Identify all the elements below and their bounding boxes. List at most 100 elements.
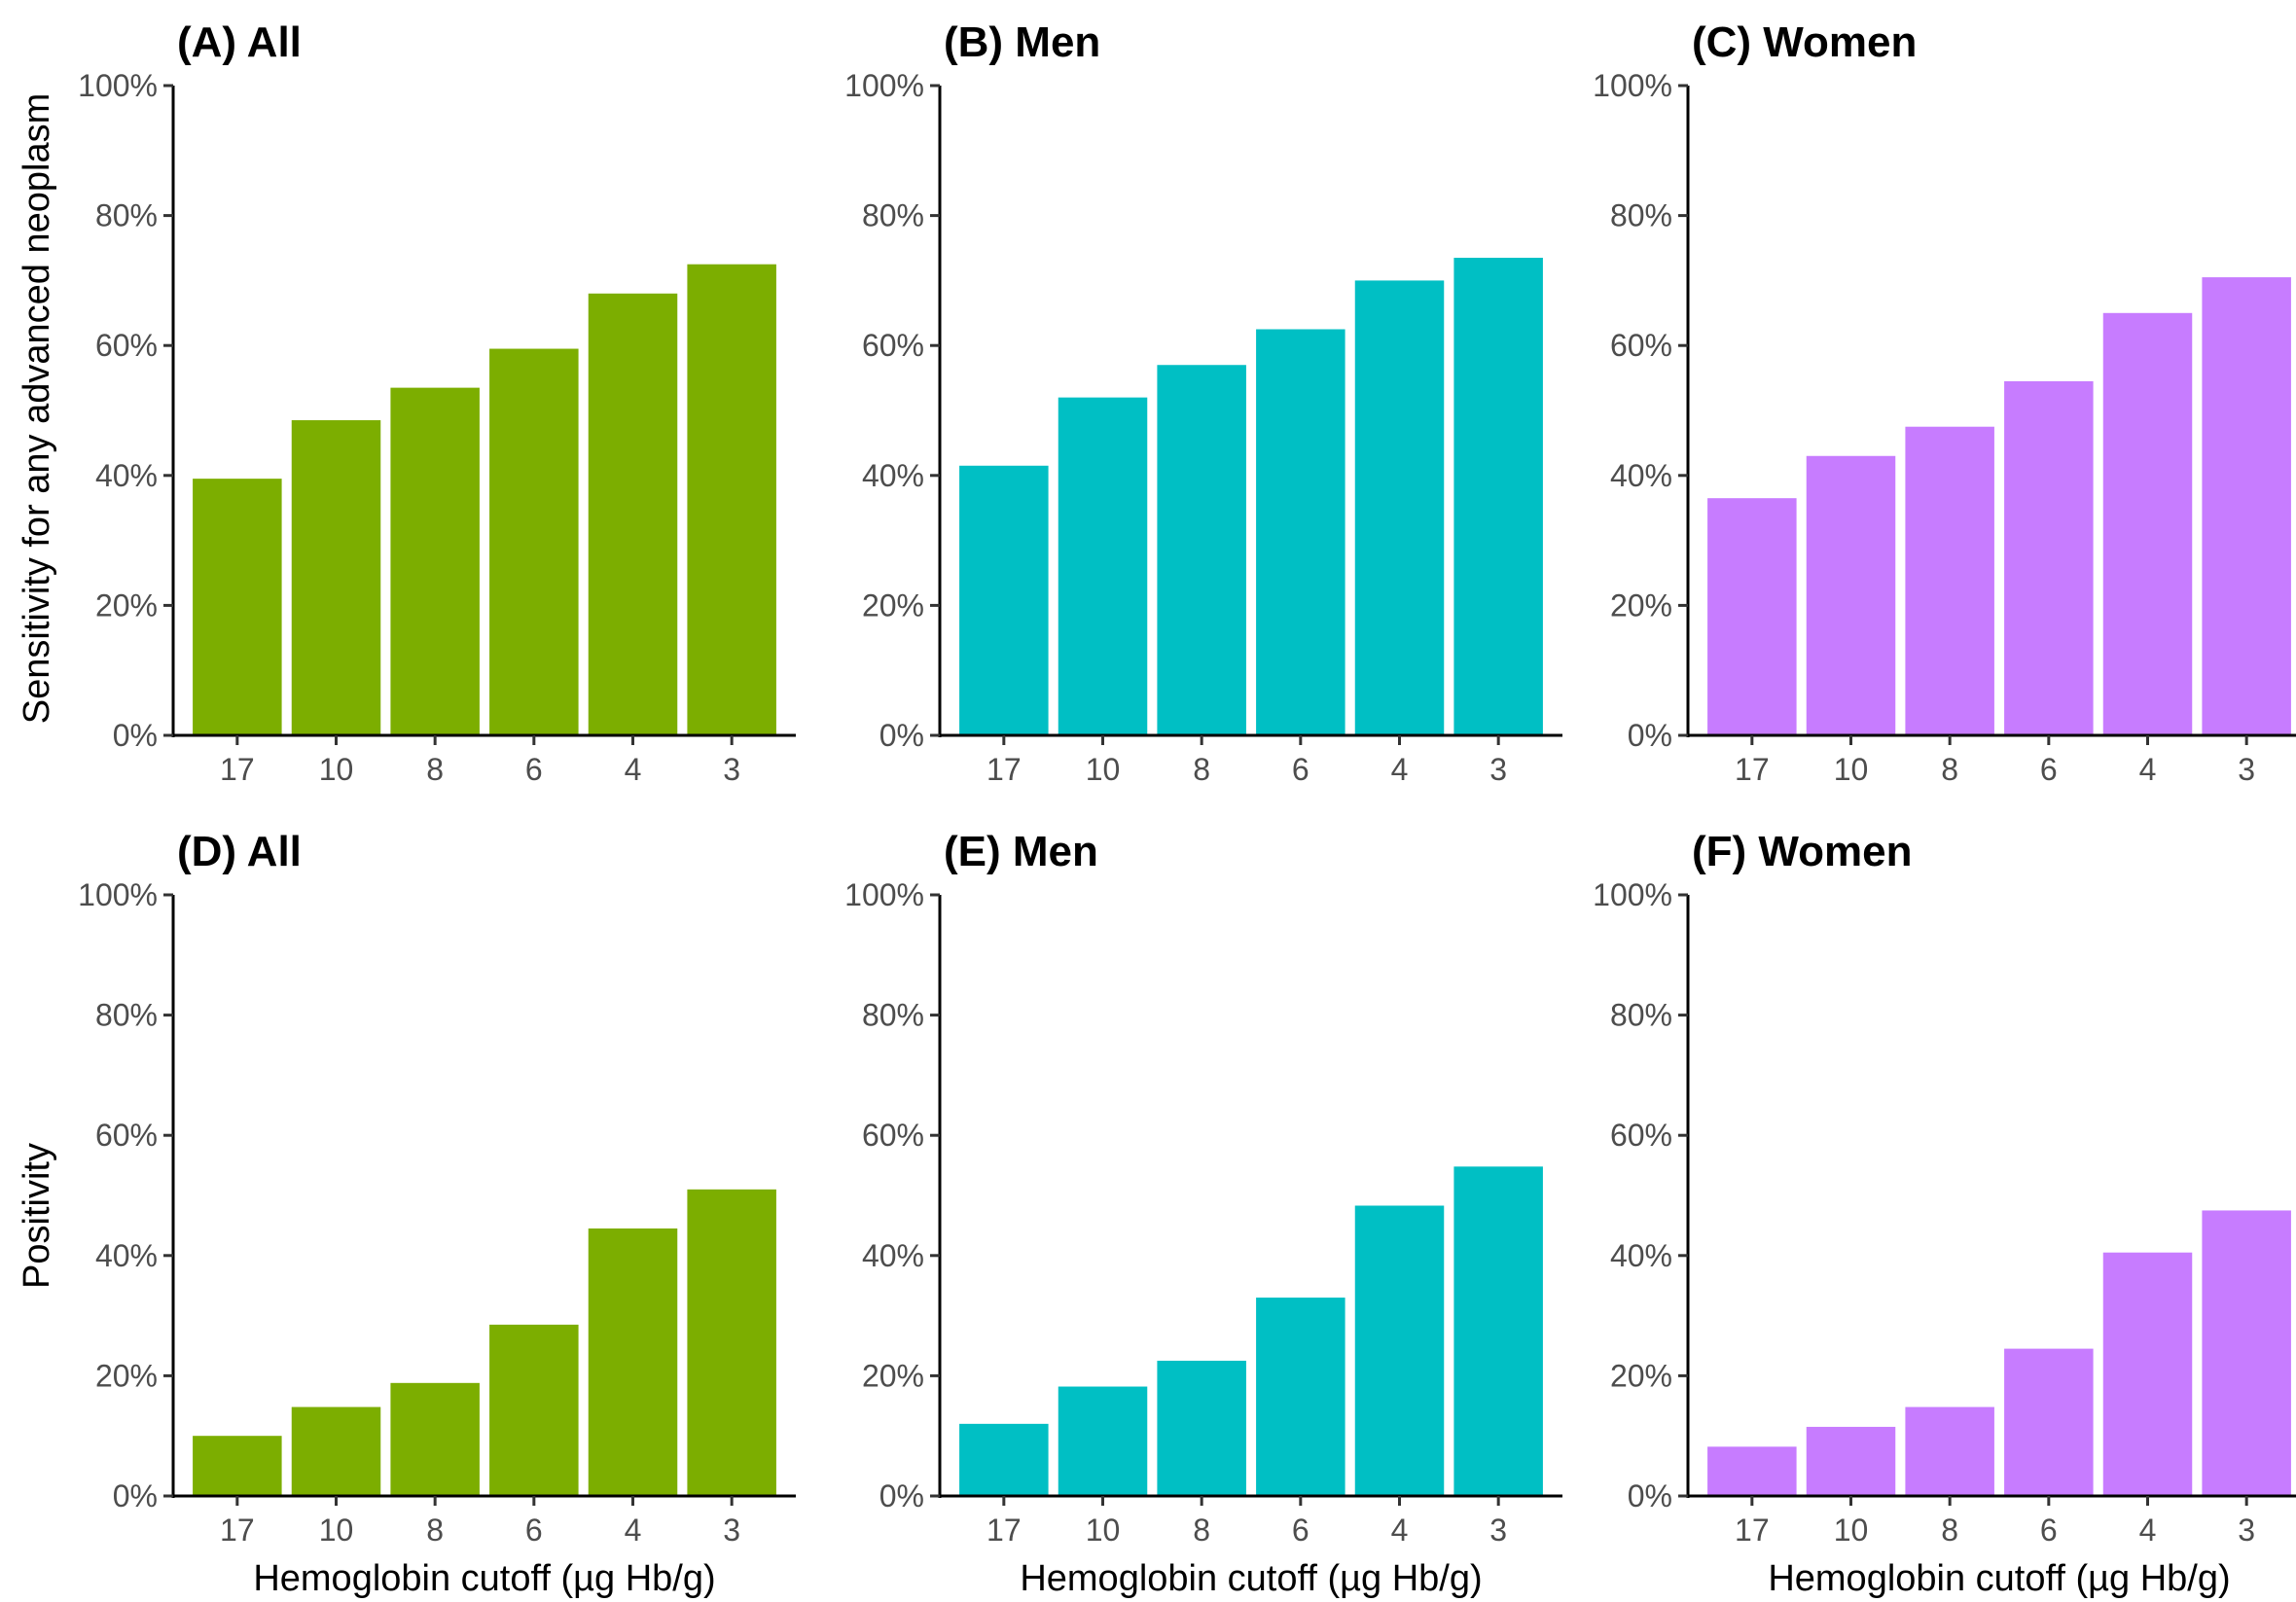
bar-3 (687, 1189, 776, 1496)
bar-3 (2202, 1210, 2291, 1496)
bar-6 (489, 1324, 579, 1496)
panel-title: (F) Women (1692, 828, 1913, 875)
y-tick-label: 40% (1610, 458, 1672, 493)
y-tick-label: 20% (95, 1358, 158, 1393)
row-ylabel-sensitivity: Sensitivity for any advanced neoplasm (17, 93, 57, 724)
bar-6 (1256, 1298, 1345, 1496)
y-tick-label: 100% (1593, 877, 1672, 912)
y-tick-label: 0% (879, 718, 924, 753)
row-ylabel-positivity: Positivity (17, 1143, 57, 1289)
y-tick-label: 80% (1610, 998, 1672, 1033)
bar-8 (1157, 1360, 1246, 1496)
panel-title: (D) All (177, 828, 302, 875)
bar-6 (2004, 380, 2094, 735)
x-tick-label: 6 (525, 752, 543, 787)
y-tick-label: 60% (1610, 1118, 1672, 1153)
bar-10 (291, 1406, 381, 1496)
bar-10 (1806, 1426, 1896, 1496)
y-tick-label: 60% (862, 328, 924, 363)
y-tick-label: 40% (95, 458, 158, 493)
x-tick-label: 6 (525, 1513, 543, 1548)
x-tick-label: 17 (987, 1513, 1022, 1548)
x-tick-label: 17 (220, 752, 255, 787)
x-tick-label: 10 (1834, 752, 1869, 787)
x-tick-label: 17 (1735, 1513, 1770, 1548)
y-tick-label: 80% (862, 198, 924, 233)
bar-10 (291, 420, 381, 735)
x-tick-label: 10 (1834, 1513, 1869, 1548)
x-tick-label: 17 (220, 1513, 255, 1548)
y-tick-label: 20% (95, 587, 158, 623)
x-tick-label: 8 (426, 1513, 444, 1548)
bar-6 (1256, 329, 1345, 735)
x-tick-label: 4 (625, 1513, 642, 1548)
y-tick-label: 20% (1610, 1358, 1672, 1393)
y-tick-label: 40% (95, 1238, 158, 1273)
y-tick-label: 60% (95, 1118, 158, 1153)
x-tick-label: 4 (1391, 1513, 1409, 1548)
panel-f: (F) Women 0% 20% 40% 60% 80% 100% 17 10 8 6 4 3Hemog… (1593, 828, 2296, 1599)
y-tick-label: 0% (879, 1478, 924, 1513)
bar-6 (2004, 1348, 2094, 1496)
panel-d: (D) All 0% 20% 40% 60% 80% 100% 17 10 8 6 4 3Hemoglo… (78, 828, 796, 1599)
y-tick-label: 40% (862, 458, 924, 493)
y-tick-label: 20% (1610, 587, 1672, 623)
panel-title: (E) Men (944, 828, 1098, 875)
bar-4 (1354, 280, 1445, 735)
x-tick-label: 8 (1193, 752, 1210, 787)
bar-10 (1058, 397, 1148, 735)
x-tick-label: 3 (2238, 752, 2255, 787)
y-tick-label: 80% (1610, 198, 1672, 233)
bar-17 (193, 1436, 282, 1496)
x-tick-label: 6 (1292, 1513, 1309, 1548)
bar-3 (2202, 277, 2291, 735)
y-tick-label: 40% (1610, 1238, 1672, 1273)
bar-10 (1058, 1386, 1148, 1496)
x-tick-label: 17 (987, 752, 1022, 787)
bar-4 (588, 1228, 678, 1496)
bar-3 (687, 264, 776, 735)
y-tick-label: 60% (1610, 328, 1672, 363)
y-tick-label: 20% (862, 587, 924, 623)
y-tick-label: 100% (844, 877, 924, 912)
bar-17 (1707, 1446, 1797, 1496)
panel-a: (A) All 0% 20% 40% 60% 80% 100% 17 10 8 6 4 3 (78, 18, 796, 787)
x-tick-label: 3 (1489, 1513, 1507, 1548)
y-tick-label: 80% (95, 198, 158, 233)
y-tick-label: 80% (862, 998, 924, 1033)
x-axis-title: Hemoglobin cutoff (µg Hb/g) (1020, 1558, 1482, 1599)
x-tick-label: 4 (1391, 752, 1409, 787)
x-tick-label: 8 (1941, 1513, 1958, 1548)
y-tick-label: 100% (844, 68, 924, 103)
x-tick-label: 8 (1193, 1513, 1210, 1548)
bar-8 (1157, 365, 1246, 735)
x-tick-label: 6 (1292, 752, 1309, 787)
bar-4 (588, 293, 678, 735)
panel-e: (E) Men 0% 20% 40% 60% 80% 100% 17 10 8 6 4 3Hemoglo… (844, 828, 1562, 1599)
bar-10 (1806, 455, 1896, 735)
bar-4 (1354, 1205, 1445, 1496)
x-tick-label: 10 (1086, 1513, 1121, 1548)
y-tick-label: 100% (78, 68, 158, 103)
panel-title: (A) All (177, 18, 302, 66)
x-axis-title: Hemoglobin cutoff (µg Hb/g) (1768, 1558, 2230, 1599)
bar-4 (2102, 312, 2193, 735)
x-axis-title: Hemoglobin cutoff (µg Hb/g) (253, 1558, 715, 1599)
x-tick-label: 8 (426, 752, 444, 787)
bar-17 (959, 1423, 1049, 1496)
bar-8 (390, 387, 480, 735)
x-tick-label: 10 (319, 1513, 354, 1548)
y-tick-label: 40% (862, 1238, 924, 1273)
bar-3 (1453, 258, 1543, 735)
x-tick-label: 6 (2040, 1513, 2058, 1548)
bar-3 (1453, 1166, 1543, 1496)
y-tick-label: 0% (1628, 1478, 1672, 1513)
x-tick-label: 3 (723, 752, 740, 787)
bar-6 (489, 348, 579, 735)
x-tick-label: 10 (319, 752, 354, 787)
bar-17 (193, 479, 282, 735)
x-tick-label: 8 (1941, 752, 1958, 787)
bar-17 (959, 465, 1049, 735)
x-tick-label: 4 (2139, 752, 2157, 787)
